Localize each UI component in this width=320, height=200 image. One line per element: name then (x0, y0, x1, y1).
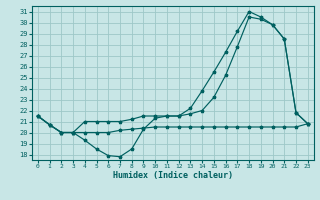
X-axis label: Humidex (Indice chaleur): Humidex (Indice chaleur) (113, 171, 233, 180)
